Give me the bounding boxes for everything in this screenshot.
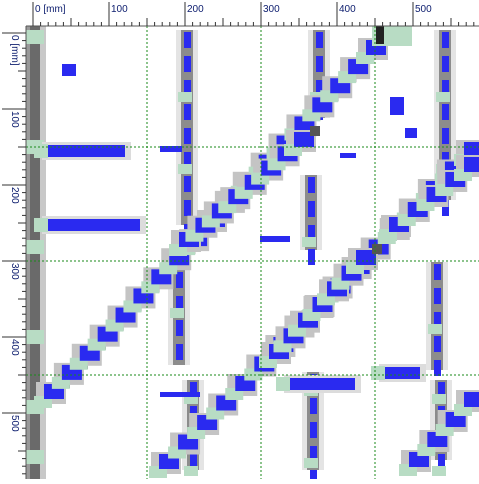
scan-block	[385, 367, 420, 379]
scan-block	[160, 392, 200, 397]
scan-block	[464, 392, 479, 407]
scan-block	[176, 320, 183, 336]
left-ruler-label: 400	[9, 339, 20, 356]
scan-block	[310, 126, 320, 136]
scan-block	[184, 128, 191, 144]
scan-block	[464, 157, 479, 172]
scan-block	[184, 104, 191, 120]
scan-block	[26, 330, 44, 344]
scan-block	[405, 128, 417, 138]
scan-block	[434, 360, 441, 376]
scan-block	[34, 218, 48, 232]
left-ruler-label: 300	[9, 263, 20, 280]
scan-viewer: 0 [mm] 100 200 300 400 500 0 [mm] 100 200 300 400 5…	[0, 0, 479, 479]
scan-block	[436, 92, 450, 102]
scan-block	[442, 128, 449, 144]
scan-block	[308, 177, 315, 193]
top-ruler-label: 0 [mm]	[35, 4, 66, 15]
scan-block	[310, 470, 317, 479]
scan-block	[442, 104, 449, 120]
left-ruler-label: 200	[9, 187, 20, 204]
top-ruler-label: 200	[187, 4, 204, 15]
scan-block	[308, 249, 315, 265]
scan-block	[184, 56, 191, 72]
scan-block	[340, 153, 356, 158]
scan-block	[170, 308, 184, 318]
scan-block	[464, 142, 479, 157]
scan-block	[178, 92, 192, 102]
scan-block	[34, 144, 48, 158]
scan-block	[308, 201, 315, 217]
scan-block	[316, 32, 323, 48]
top-ruler-label: 500	[415, 4, 432, 15]
scan-block	[26, 30, 44, 44]
scan-block	[290, 378, 355, 390]
left-ruler-label: 500	[9, 415, 20, 432]
scan-block	[434, 288, 441, 304]
scan-block	[442, 56, 449, 72]
scan-block	[26, 240, 44, 254]
scan-block	[304, 458, 318, 468]
top-ruler-label: 400	[339, 4, 356, 15]
scan-block	[184, 466, 198, 476]
scan-block	[184, 32, 191, 48]
scan-block	[302, 237, 316, 247]
scan-block	[176, 344, 183, 360]
scan-block	[432, 466, 446, 476]
scan-block	[428, 324, 442, 334]
scan-block	[260, 236, 290, 242]
scan-block	[376, 26, 384, 44]
top-ruler-label: 300	[263, 4, 280, 15]
left-ruler-label: 100	[9, 111, 20, 128]
scan-block	[432, 394, 446, 404]
top-ruler	[0, 0, 479, 26]
left-ruler	[0, 0, 26, 479]
scan-block	[372, 244, 382, 254]
scan-block	[176, 272, 183, 288]
scan-block	[310, 422, 317, 438]
scan-block	[316, 56, 323, 72]
scan-block	[434, 336, 441, 352]
scan-block	[26, 450, 44, 464]
scan-block	[48, 219, 140, 231]
scan-block	[442, 32, 449, 48]
scan-block	[310, 398, 317, 414]
scan-block	[178, 164, 192, 174]
scan-block	[62, 64, 76, 76]
scan-block	[434, 264, 441, 280]
scan-block	[184, 176, 191, 192]
top-ruler-label: 100	[111, 4, 128, 15]
left-ruler-label: 0 [mm]	[9, 35, 20, 66]
scan-block	[184, 200, 191, 216]
scan-block	[276, 377, 290, 391]
scan-block	[390, 97, 404, 115]
scan-block	[371, 366, 385, 380]
